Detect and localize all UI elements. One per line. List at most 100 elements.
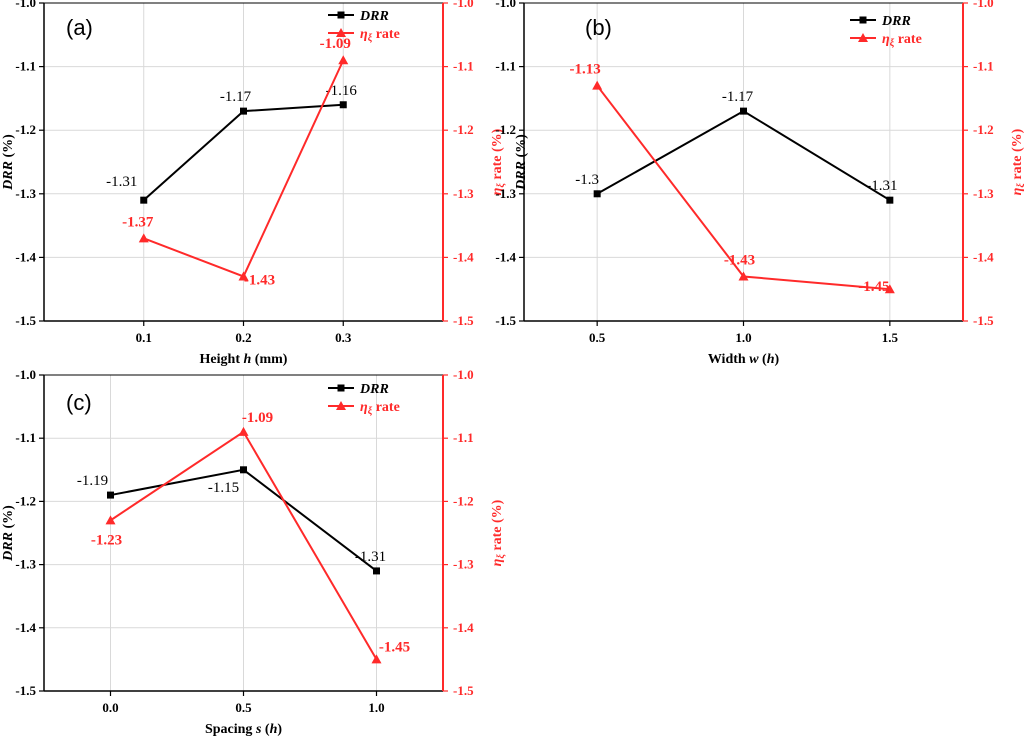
data-label: -1.17: [220, 89, 252, 105]
series-eta-rate: -1.37 -1.43 -1.09: [122, 36, 351, 288]
y-tick-label-left: -1.4: [495, 249, 516, 264]
data-label: -1.09: [320, 36, 351, 52]
legend-label: ηξ rate: [882, 32, 922, 49]
y-tick-label-right: -1.0: [973, 0, 994, 10]
panel-label: (b): [585, 15, 612, 40]
x-tick-label: 0.5: [589, 330, 606, 345]
y-tick-label-right: -1.5: [453, 683, 474, 698]
legend: DRR ηξ rate: [328, 382, 400, 417]
data-label: -1.3: [575, 172, 599, 188]
y-axis-label-left: DRR (%): [1, 134, 16, 191]
y-tick-label-left: -1.4: [15, 249, 36, 264]
legend-label: ηξ rate: [360, 400, 400, 417]
y-tick-label-left: -1.1: [495, 59, 516, 74]
y-tick-label-left: -1.3: [15, 557, 36, 572]
legend-marker-square: [859, 16, 867, 24]
data-point-triangle: [592, 80, 603, 90]
x-axis-label: Height h (mm): [200, 352, 288, 367]
y-tick-label-left: -1.0: [495, 0, 516, 10]
y-tick-label-left: -1.5: [15, 313, 36, 328]
series-eta-rate: -1.13 -1.43 -1.45: [570, 62, 895, 295]
x-tick-label: 1.0: [735, 330, 751, 345]
data-label: -1.31: [866, 178, 897, 194]
legend-marker-triangle: [858, 33, 868, 42]
data-point-square: [593, 190, 601, 198]
data-label: -1.13: [570, 62, 601, 78]
panel-label: (c): [66, 390, 92, 415]
data-label: -1.23: [91, 532, 122, 548]
data-point-square: [886, 196, 894, 204]
data-point-triangle: [238, 271, 249, 281]
legend-marker-triangle: [336, 401, 346, 410]
y-tick-label-left: -1.1: [15, 430, 36, 445]
y-tick-label-left: -1.4: [15, 620, 36, 635]
y-tick-label-right: -1.2: [973, 122, 994, 137]
legend-item-eta-rate: ηξ rate: [328, 400, 400, 417]
data-label: -1.19: [77, 473, 108, 489]
y-tick-label-left: -1.5: [495, 313, 516, 328]
x-tick-label: 0.0: [102, 700, 118, 715]
y-tick-label-right: -1.5: [973, 313, 994, 328]
x-axis-label: Spacing s (h): [205, 722, 282, 736]
y-tick-label-right: -1.2: [453, 493, 474, 508]
series-drr: -1.19 -1.15 -1.31: [77, 466, 386, 575]
y-axis-label-right: ηξ rate (%): [1010, 128, 1024, 195]
y-tick-label-right: -1.3: [973, 186, 994, 201]
data-point-square: [339, 101, 347, 109]
y-tick-label-left: -1.1: [15, 59, 36, 74]
y-tick-label-left: -1.0: [15, 367, 36, 382]
y-tick-label-right: -1.2: [453, 122, 474, 137]
legend-item-eta-rate: ηξ rate: [328, 27, 400, 44]
data-point-square: [140, 196, 148, 204]
y-tick-label-right: -1.4: [973, 249, 994, 264]
panel-label: (a): [66, 15, 93, 40]
y-tick-label-right: -1.1: [453, 430, 474, 445]
data-label: -1.43: [244, 272, 275, 288]
y-axis-label-right: ηξ rate (%): [490, 128, 507, 195]
y-axis-label-left: DRR (%): [1, 505, 16, 562]
data-point-square: [373, 567, 380, 575]
legend-item-drr: DRR: [328, 9, 389, 24]
legend-marker-triangle: [336, 28, 346, 37]
data-label: -1.17: [722, 89, 754, 105]
data-label: -1.31: [355, 549, 386, 565]
y-tick-label-left: -1.5: [15, 683, 36, 698]
data-label: -1.15: [208, 480, 239, 496]
legend-marker-square: [337, 11, 345, 19]
x-tick-label: 1.0: [368, 700, 384, 715]
y-tick-label-right: -1.1: [973, 59, 994, 74]
data-label: -1.31: [106, 174, 137, 190]
legend-label: ηξ rate: [360, 27, 400, 44]
y-tick-label-right: -1.4: [453, 620, 474, 635]
legend-label: DRR: [359, 382, 389, 397]
series-eta-rate: -1.23 -1.09 -1.45: [91, 410, 410, 664]
series-drr: -1.31 -1.17 -1.16: [106, 83, 357, 204]
y-tick-label-right: -1.1: [453, 59, 474, 74]
legend-marker-square: [337, 384, 345, 392]
data-label: -1.09: [242, 410, 273, 426]
data-point-triangle: [371, 654, 382, 664]
legend: DRR ηξ rate: [850, 14, 922, 49]
series-drr: -1.3 -1.17 -1.31: [575, 89, 897, 204]
legend: DRR ηξ rate: [328, 9, 400, 44]
data-label: -1.45: [379, 639, 410, 655]
x-tick-label: 0.3: [335, 330, 352, 345]
legend-label: DRR: [881, 14, 911, 29]
x-tick-label: 0.1: [136, 330, 152, 345]
y-tick-label-left: -1.2: [495, 122, 516, 137]
y-tick-label-right: -1.0: [453, 0, 474, 10]
y-tick-label-left: -1.3: [15, 186, 36, 201]
data-point-square: [240, 466, 247, 474]
data-label: -1.37: [122, 214, 154, 230]
data-point-triangle: [884, 284, 895, 294]
legend-item-eta-rate: ηξ rate: [850, 32, 922, 49]
y-tick-label-right: -1.0: [453, 367, 474, 382]
x-tick-label: 0.2: [235, 330, 251, 345]
y-axis-label-right: ηξ rate (%): [490, 499, 507, 566]
x-tick-label: 0.5: [235, 700, 252, 715]
data-label: -1.45: [858, 279, 889, 295]
y-tick-label-left: -1.0: [15, 0, 36, 10]
